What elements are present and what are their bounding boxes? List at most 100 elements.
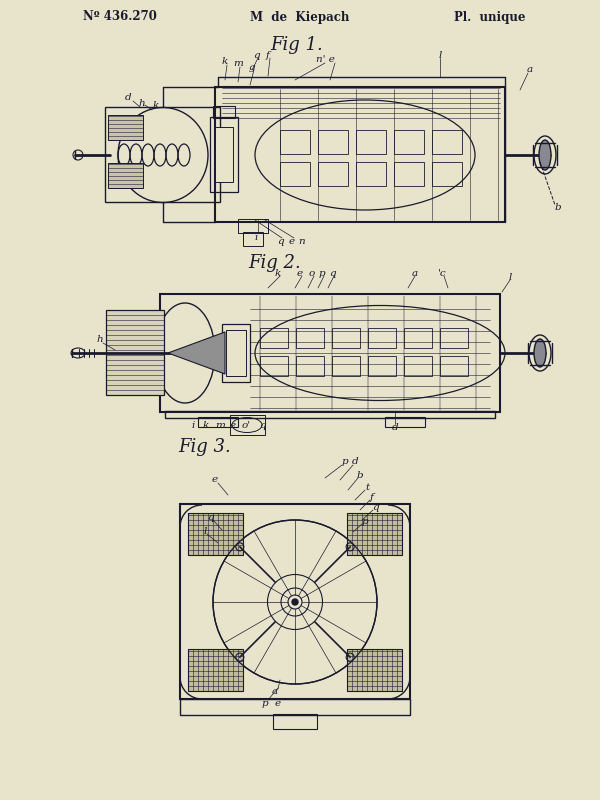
- Bar: [440, 328, 468, 348]
- Text: Fig 3.: Fig 3.: [178, 438, 231, 456]
- Text: g: g: [248, 62, 256, 71]
- Bar: [215, 127, 233, 182]
- Text: n' e: n' e: [316, 55, 334, 65]
- Bar: [432, 130, 462, 154]
- Text: k: k: [275, 269, 281, 278]
- Ellipse shape: [534, 339, 546, 367]
- Bar: [356, 130, 386, 154]
- Text: a: a: [272, 687, 278, 697]
- Bar: [318, 162, 348, 186]
- Bar: [188, 513, 243, 555]
- Bar: [108, 163, 143, 188]
- Bar: [394, 162, 424, 186]
- Bar: [404, 328, 432, 348]
- Bar: [188, 649, 243, 691]
- Bar: [180, 504, 410, 699]
- Text: k: k: [222, 58, 228, 66]
- Text: Pl.  unique: Pl. unique: [454, 10, 526, 23]
- Bar: [230, 415, 265, 435]
- Bar: [160, 294, 500, 412]
- Bar: [404, 356, 432, 376]
- Text: q: q: [277, 238, 283, 246]
- Text: e: e: [297, 269, 303, 278]
- Text: e: e: [275, 698, 281, 707]
- Bar: [108, 115, 143, 140]
- Text: m: m: [215, 421, 225, 430]
- Bar: [273, 714, 317, 729]
- Bar: [106, 310, 164, 395]
- Bar: [332, 328, 360, 348]
- Text: d: d: [352, 458, 358, 466]
- Text: k: k: [153, 101, 159, 110]
- Text: h: h: [97, 335, 103, 345]
- Ellipse shape: [292, 599, 298, 605]
- Text: h: h: [139, 98, 145, 107]
- Text: o': o': [241, 421, 251, 430]
- Text: m: m: [233, 59, 243, 69]
- Text: q: q: [371, 503, 379, 513]
- Bar: [260, 328, 288, 348]
- Bar: [260, 356, 288, 376]
- Text: k: k: [203, 421, 209, 430]
- Bar: [280, 130, 310, 154]
- Bar: [238, 219, 268, 233]
- Bar: [385, 417, 425, 427]
- Text: e: e: [289, 238, 295, 246]
- Bar: [347, 513, 402, 555]
- Bar: [347, 649, 402, 691]
- Bar: [318, 130, 348, 154]
- Text: d: d: [125, 94, 131, 102]
- Text: l: l: [203, 527, 206, 537]
- Text: i: i: [254, 233, 257, 242]
- Polygon shape: [168, 332, 225, 374]
- Bar: [213, 106, 235, 118]
- Text: d: d: [392, 423, 398, 433]
- Text: p: p: [319, 269, 325, 278]
- Bar: [296, 356, 324, 376]
- Text: p: p: [262, 698, 268, 707]
- Bar: [226, 330, 246, 376]
- Text: p: p: [362, 518, 368, 526]
- Text: b: b: [554, 203, 562, 213]
- Text: e: e: [230, 421, 236, 430]
- Text: e: e: [212, 475, 218, 485]
- Bar: [165, 411, 495, 418]
- Text: Nº 436.270: Nº 436.270: [83, 10, 157, 23]
- Text: f: f: [370, 494, 374, 502]
- Text: l: l: [508, 273, 512, 282]
- Bar: [222, 324, 250, 382]
- Bar: [356, 162, 386, 186]
- Text: 'c: 'c: [437, 269, 446, 278]
- Text: q: q: [206, 514, 214, 522]
- Bar: [432, 162, 462, 186]
- Bar: [180, 699, 410, 715]
- Text: q: q: [329, 269, 335, 278]
- Bar: [243, 232, 263, 246]
- Text: l: l: [439, 50, 442, 59]
- Bar: [368, 356, 396, 376]
- Bar: [198, 417, 238, 427]
- Text: q: q: [253, 50, 259, 59]
- Text: Fig 1.: Fig 1.: [270, 36, 323, 54]
- Bar: [440, 356, 468, 376]
- Text: b: b: [356, 470, 364, 479]
- Text: i: i: [191, 421, 194, 430]
- Text: t: t: [366, 483, 370, 493]
- Text: o: o: [309, 269, 315, 278]
- Text: a: a: [527, 66, 533, 74]
- Text: q: q: [259, 421, 265, 430]
- Text: n: n: [299, 238, 305, 246]
- Text: a: a: [412, 269, 418, 278]
- Bar: [332, 356, 360, 376]
- Bar: [215, 87, 505, 222]
- Bar: [280, 162, 310, 186]
- Bar: [210, 117, 238, 192]
- Text: M  de  Kiepach: M de Kiepach: [250, 10, 350, 23]
- Bar: [105, 107, 220, 202]
- Bar: [394, 130, 424, 154]
- Text: p: p: [341, 458, 349, 466]
- Bar: [368, 328, 396, 348]
- Text: Fig 2.: Fig 2.: [248, 254, 301, 272]
- Text: f: f: [266, 50, 270, 59]
- Ellipse shape: [539, 140, 551, 170]
